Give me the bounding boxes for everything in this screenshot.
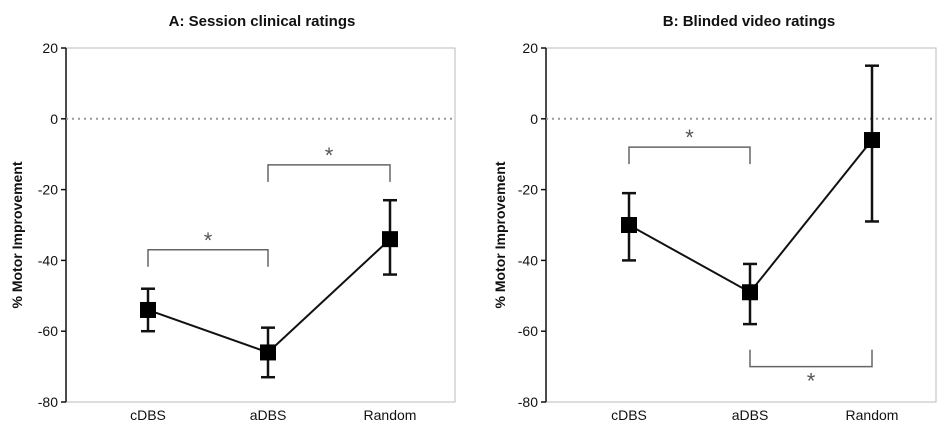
x-tick-label: Random [846,407,899,423]
data-point-marker [382,231,398,248]
significance-star: * [685,125,694,150]
significance-bracket [147,249,269,267]
chart-title: B: Blinded video ratings [663,13,836,30]
x-tick-label: aDBS [732,407,769,423]
significance-bracket [267,164,391,182]
y-axis-label: % Motor Improvement [492,161,508,308]
y-tick-label: 0 [50,111,58,127]
y-tick-label: 20 [522,40,538,56]
y-tick-label: 0 [530,111,538,127]
y-tick-label: 20 [42,40,58,56]
y-tick-label: -80 [38,394,58,410]
data-point-marker [864,132,880,149]
significance-star: * [204,228,213,253]
data-point-marker [140,301,156,318]
significance-bracket [749,349,873,368]
y-tick-label: -20 [38,182,58,198]
y-tick-label: -60 [518,323,538,339]
y-tick-label: -40 [518,252,538,268]
y-tick-label: -40 [38,252,58,268]
chart-panel-2: B: Blinded video ratings 20 0 -20 -40 -60 -80 c… [492,13,937,423]
x-tick-label: Random [364,407,417,423]
y-tick-label: -20 [518,182,538,198]
data-point-marker [621,217,637,233]
significance-star: * [325,143,334,168]
x-tick-label: aDBS [250,407,287,423]
x-tick-label: cDBS [130,407,166,423]
data-point-marker [260,344,276,361]
y-tick-label: -60 [38,323,58,339]
y-tick-label: -80 [518,394,538,410]
data-point-marker [742,284,758,301]
significance-bracket [628,146,751,165]
significance-star: * [807,369,816,394]
plot-frame [545,47,937,403]
chart-title: A: Session clinical ratings [169,13,356,30]
chart-panel-1: A: Session clinical ratings 20 0 -20 -40 -60 -… [9,13,456,423]
x-tick-label: cDBS [611,407,647,423]
y-axis-label: % Motor Improvement [9,161,25,308]
